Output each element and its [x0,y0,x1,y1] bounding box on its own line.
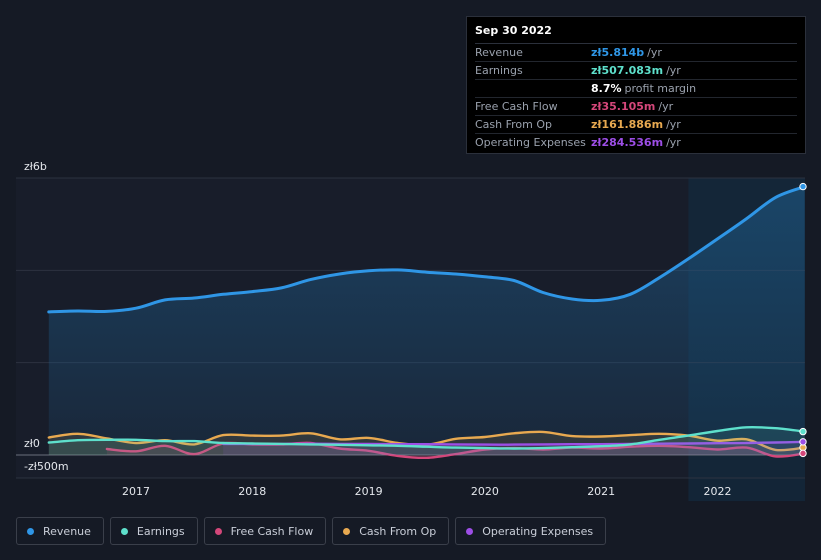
earnings-line [47,425,805,450]
tooltip-value: zł507.083m [591,64,664,77]
y-tick-label: -zł500m [24,460,69,473]
x-tick-label: 2020 [471,485,499,498]
x-tick-label: 2022 [704,485,732,498]
legend-dot-icon [466,527,474,535]
legend-dot-icon [214,527,222,535]
free-cash-flow-area [106,442,805,458]
tooltip-unit: /yr [658,100,674,113]
operating-expenses-endpoint [799,438,807,446]
tooltip-row: Earnings zł507.083m/yr [475,62,797,80]
cash-from-op-area [48,431,805,455]
tooltip-label: Free Cash Flow [475,100,558,113]
tooltip-label: Earnings [475,64,523,77]
tooltip-label [475,80,591,97]
legend-item-earnings[interactable]: Earnings [109,517,198,545]
legend-item-free-cash-flow[interactable]: Free Cash Flow [203,517,327,545]
revenue-line [47,185,805,314]
tooltip-label: Operating Expenses [475,136,586,149]
legend: Revenue Earnings Free Cash Flow Cash From O… [16,517,607,547]
tooltip-panel: Sep 30 2022 Revenue zł5.814b/yr Earnings zł… [466,16,806,154]
legend-label: Free Cash Flow [230,524,314,538]
y-tick-label: zł0 [24,437,40,450]
tooltip-value: 8.7% [591,82,622,95]
revenue-area [48,186,805,455]
tooltip-row: Operating Expenses zł284.536m/yr [475,134,797,151]
tooltip-row: Free Cash Flow zł35.105m/yr [475,98,797,116]
legend-label: Earnings [136,524,185,538]
tooltip-unit: /yr [647,46,662,59]
legend-dot-icon [343,527,351,535]
x-tick-label: 2019 [355,485,383,498]
tooltip-value: zł161.886m [591,118,664,131]
tooltip-row: 8.7% profit margin [475,80,797,98]
tooltip-label: Revenue [475,46,523,59]
tooltip-value: zł284.536m [591,136,664,149]
x-tick-label: 2017 [122,485,150,498]
tooltip-unit: /yr [666,64,681,77]
tooltip-label: Cash From Op [475,118,553,131]
tooltip-unit: /yr [666,118,681,131]
tooltip-unit: profit margin [624,82,697,95]
legend-dot-icon [27,527,34,535]
tooltip-unit: /yr [666,136,681,149]
y-tick-label: zł6b [24,160,47,173]
x-tick-label: 2018 [238,485,266,498]
legend-label: Cash From Op [359,524,437,538]
x-tick-label: 2021 [587,485,615,498]
legend-item-cash-from-op[interactable]: Cash From Op [332,517,450,545]
earnings-endpoint [799,427,807,436]
earnings-area [48,427,805,455]
tooltip-date: Sep 30 2022 [475,24,797,44]
free-cash-flow-endpoint [799,449,807,458]
legend-item-operating-expenses[interactable]: Operating Expenses [455,517,607,545]
tooltip-value: zł5.814b [591,46,645,59]
legend-label: Operating Expenses [482,524,594,538]
revenue-endpoint [799,182,807,191]
tooltip-row: Cash From Op zł161.886m/yr [475,116,797,134]
legend-dot-icon [120,527,128,535]
legend-item-revenue[interactable]: Revenue [16,517,104,545]
tooltip-row: Revenue zł5.814b/yr [475,44,797,62]
legend-label: Revenue [43,524,91,538]
tooltip-value: zł35.105m [591,100,656,113]
